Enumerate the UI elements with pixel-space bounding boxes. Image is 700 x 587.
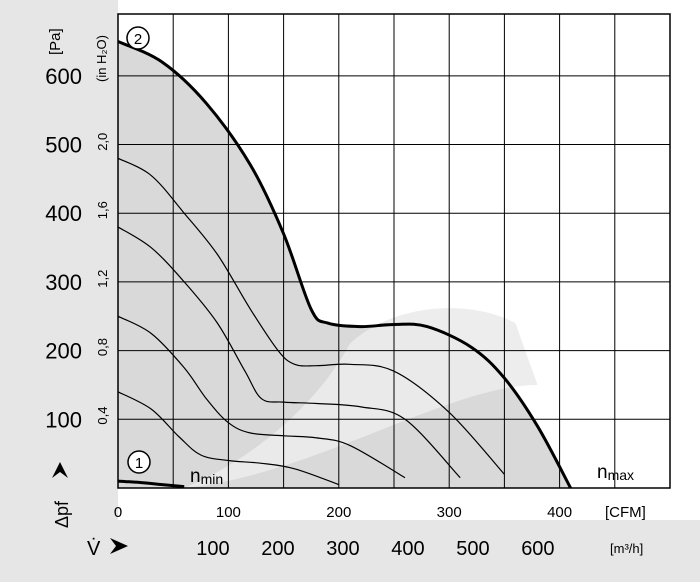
y-tick-pa: 400 bbox=[45, 201, 82, 226]
curve-2-number: 2 bbox=[134, 31, 142, 48]
x-tick-m3h: 100 bbox=[196, 538, 229, 560]
x-arrow-icon bbox=[110, 538, 128, 554]
plot-frame bbox=[117, 13, 671, 489]
curve-5 bbox=[118, 479, 185, 488]
curve-2-badge: 2 bbox=[126, 26, 150, 50]
x-tick-cfm: 100 bbox=[216, 504, 241, 521]
x-tick-cfm: 400 bbox=[547, 504, 572, 521]
curve-1-badge: 1 bbox=[127, 450, 151, 474]
x-tick-cfm: 0 bbox=[114, 504, 122, 521]
x-tick-m3h: 300 bbox=[326, 538, 359, 560]
y-tick-pa: 500 bbox=[45, 133, 82, 158]
x-tick-m3h: 200 bbox=[261, 538, 294, 560]
y-tick-labels-pa: 100 200 300 400 500 600 bbox=[45, 64, 82, 432]
curve-1-number: 1 bbox=[135, 455, 143, 472]
x-axis-panel bbox=[90, 520, 700, 582]
y-tick-pa: 600 bbox=[45, 64, 82, 89]
y-tick-inh2o: 1,6 bbox=[95, 201, 110, 219]
x-unit-cfm: [CFM] bbox=[605, 504, 646, 521]
curve-1 bbox=[118, 157, 505, 475]
y-tick-inh2o: 2,0 bbox=[95, 133, 110, 151]
y-unit-label: [Pa] bbox=[47, 28, 64, 55]
y-tick-pa: 300 bbox=[45, 270, 82, 295]
curve-2 bbox=[118, 226, 461, 479]
y-tick-labels-inh2o: 0,4 0,8 1,2 1,6 2,0 bbox=[95, 133, 110, 425]
y-arrow-icon bbox=[52, 462, 68, 478]
x-tick-m3h: 600 bbox=[521, 538, 554, 560]
y-axis-panel bbox=[0, 0, 118, 582]
grid-lines bbox=[118, 14, 670, 488]
x-tick-cfm: 300 bbox=[437, 504, 462, 521]
n-max-label: nmax bbox=[597, 462, 634, 483]
x-unit-m3h: [m³/h] bbox=[610, 541, 643, 556]
x-tick-labels-m3h: 100 200 300 400 500 600 bbox=[196, 538, 554, 560]
x-tick-cfm: 200 bbox=[326, 504, 351, 521]
y-tick-inh2o: 1,2 bbox=[95, 270, 110, 288]
n-min-label: nmin bbox=[190, 466, 223, 487]
curve-4 bbox=[118, 391, 340, 486]
y-axis-symbol: Δpf bbox=[52, 500, 72, 528]
x-tick-m3h: 500 bbox=[456, 538, 489, 560]
y-tick-pa: 200 bbox=[45, 339, 82, 364]
curve-3 bbox=[118, 315, 406, 479]
y-tick-inh2o: 0,8 bbox=[95, 338, 110, 356]
x-tick-labels-cfm: 0 100 200 300 400 bbox=[114, 504, 572, 521]
x-axis-symbol: V̇ bbox=[87, 538, 101, 560]
curve-0 bbox=[118, 40, 572, 488]
y2-unit-label: (in H₂O) bbox=[94, 35, 109, 82]
y-tick-pa: 100 bbox=[45, 407, 82, 432]
y-tick-inh2o: 0,4 bbox=[95, 407, 110, 425]
x-tick-m3h: 400 bbox=[391, 538, 424, 560]
curve-group bbox=[118, 40, 572, 488]
